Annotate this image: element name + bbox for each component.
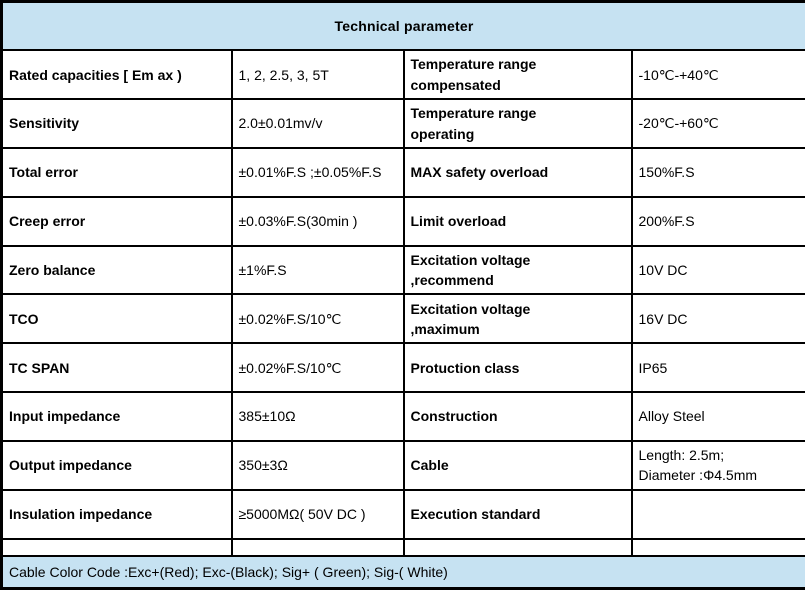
param-label: Zero balance [0,244,233,296]
table-row: Total error ±0.01%F.S ;±0.05%F.S MAX saf… [0,146,805,198]
table-row: Creep error ±0.03%F.S(30min ) Limit over… [0,195,805,247]
param-label: Excitation voltage ,recommend [402,244,633,296]
param-label: TC SPAN [0,342,233,394]
table-row: TCO ±0.02%F.S/10℃ Excitation voltage ,ma… [0,293,805,345]
param-value: 350±3Ω [230,439,405,491]
page-title: Technical parameter [0,0,805,52]
spacer-cell [630,537,805,557]
spacer-cell [402,537,633,557]
param-value: 2.0±0.01mv/v [230,98,405,149]
param-value: 1, 2, 2.5, 3, 5T [230,49,405,101]
param-value: ±1%F.S [230,244,405,296]
param-value: -10℃-+40℃ [630,49,805,101]
param-label: Limit overload [402,195,633,247]
param-label: Input impedance [0,391,233,442]
param-label: Insulation impedance [0,488,233,540]
param-label: Protuction class [402,342,633,394]
param-value: ±0.02%F.S/10℃ [230,293,405,345]
table-row: Input impedance 385±10Ω Construction All… [0,391,805,442]
param-label: MAX safety overload [402,146,633,198]
spacer-row [0,537,805,557]
table-row: Insulation impedance ≥5000MΩ( 50V DC ) E… [0,488,805,540]
param-label: Construction [402,391,633,442]
title-row: Technical parameter [0,0,805,52]
param-value: ≥5000MΩ( 50V DC ) [230,488,405,540]
table-row: Output impedance 350±3Ω Cable Length: 2.… [0,439,805,491]
param-label: Total error [0,146,233,198]
param-value: 200%F.S [630,195,805,247]
table-row: TC SPAN ±0.02%F.S/10℃ Protuction class I… [0,342,805,394]
table-row: Rated capacities [ Em ax ) 1, 2, 2.5, 3,… [0,49,805,101]
param-value: IP65 [630,342,805,394]
param-value: ±0.03%F.S(30min ) [230,195,405,247]
param-label: Rated capacities [ Em ax ) [0,49,233,101]
param-label: Temperature range operating [402,98,633,149]
param-label: Excitation voltage ,maximum [402,293,633,345]
cable-color-code-note: Cable Color Code :Exc+(Red); Exc-(Black)… [0,554,805,590]
param-value: 150%F.S [630,146,805,198]
param-label: Creep error [0,195,233,247]
footer-row: Cable Color Code :Exc+(Red); Exc-(Black)… [0,554,805,590]
spacer-cell [0,537,233,557]
param-value: 16V DC [630,293,805,345]
param-label: Cable [402,439,633,491]
param-value: ±0.01%F.S ;±0.05%F.S [230,146,405,198]
spacer-cell [230,537,405,557]
param-label: TCO [0,293,233,345]
param-value: -20℃-+60℃ [630,98,805,149]
param-label: Temperature range compensated [402,49,633,101]
param-value: Alloy Steel [630,391,805,442]
param-label: Output impedance [0,439,233,491]
param-value: 10V DC [630,244,805,296]
table-row: Sensitivity 2.0±0.01mv/v Temperature ran… [0,98,805,149]
param-label: Execution standard [402,488,633,540]
param-label: Sensitivity [0,98,233,149]
table-row: Zero balance ±1%F.S Excitation voltage ,… [0,244,805,296]
param-value: ±0.02%F.S/10℃ [230,342,405,394]
param-value: 385±10Ω [230,391,405,442]
param-value: Length: 2.5m; Diameter :Φ4.5mm [630,439,805,491]
param-value [630,488,805,540]
